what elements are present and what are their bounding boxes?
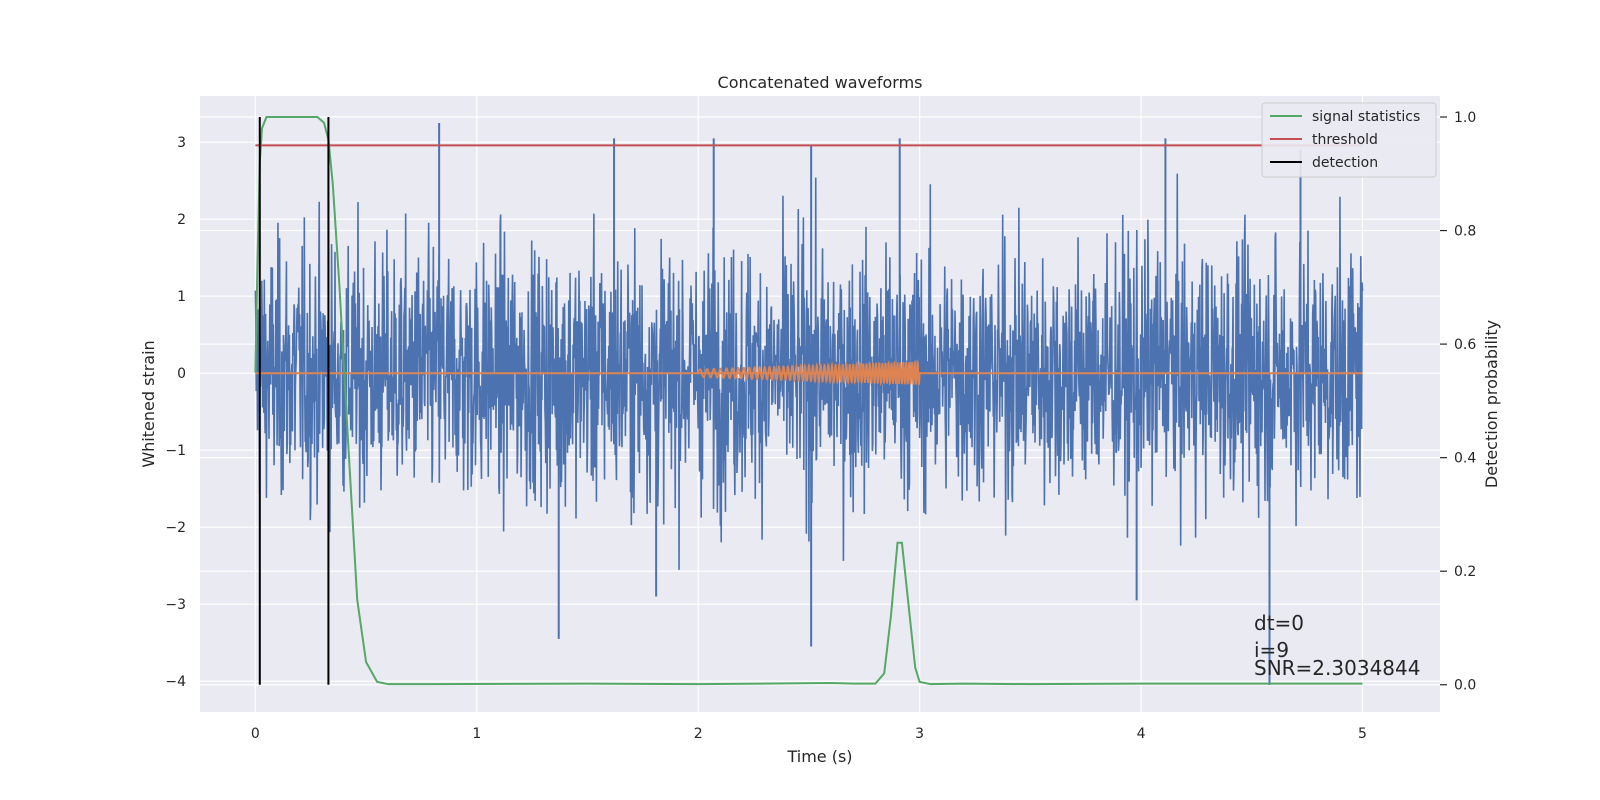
detection-series bbox=[258, 117, 330, 685]
y-right-tick-label-2: 0.4 bbox=[1454, 451, 1476, 467]
y-tick-label-0: −4 bbox=[165, 674, 186, 690]
x-axis-label: Time (s) bbox=[786, 747, 852, 766]
x-tick-label-4: 4 bbox=[1137, 726, 1146, 742]
x-tick-label-5: 5 bbox=[1358, 726, 1367, 742]
legend-label-signal-statistics: signal statistics bbox=[1312, 109, 1420, 125]
injected-signal bbox=[255, 359, 1363, 387]
y-tick-label-5: 1 bbox=[177, 289, 186, 305]
y-tick-label-6: 2 bbox=[177, 212, 186, 228]
legend-label-detection: detection bbox=[1312, 155, 1378, 171]
legend-label-threshold: threshold bbox=[1312, 132, 1378, 148]
y-axis-right: 0.0 0.2 0.4 0.6 0.8 1.0 bbox=[1440, 110, 1476, 694]
y-right-tick-label-3: 0.6 bbox=[1454, 337, 1476, 353]
signal-statistics-series bbox=[254, 116, 1363, 686]
x-axis: 0 1 2 3 4 5 bbox=[251, 726, 1367, 742]
noise-series bbox=[254, 122, 1364, 686]
y-tick-label-1: −3 bbox=[165, 597, 186, 613]
y-axis-label: Whitened strain bbox=[139, 340, 158, 467]
chart-title: Concatenated waveforms bbox=[718, 73, 923, 92]
y-tick-label-4: 0 bbox=[177, 366, 186, 382]
y-tick-label-2: −2 bbox=[165, 520, 186, 536]
legend: signal statistics threshold detection bbox=[1261, 102, 1437, 178]
injected-chirp bbox=[697, 359, 921, 387]
signal-statistics-line bbox=[254, 116, 1363, 686]
x-tick-label-0: 0 bbox=[251, 726, 260, 742]
y-right-tick-label-4: 0.8 bbox=[1454, 224, 1476, 240]
y-right-tick-label-1: 0.2 bbox=[1454, 564, 1476, 580]
x-tick-label-1: 1 bbox=[472, 726, 481, 742]
legend-box bbox=[1261, 102, 1437, 178]
annotation-i: i=9 bbox=[1254, 638, 1289, 662]
y-axis-left: −4 −3 −2 −1 0 1 2 3 bbox=[165, 135, 186, 690]
x-tick-label-2: 2 bbox=[694, 726, 703, 742]
x-tick-label-3: 3 bbox=[915, 726, 924, 742]
y-axis-right-label: Detection probability bbox=[1482, 320, 1501, 488]
annotation-snr: SNR=2.3034844 bbox=[1254, 656, 1420, 680]
annotation-dt: dt=0 bbox=[1254, 611, 1304, 635]
y-right-tick-label-5: 1.0 bbox=[1454, 110, 1476, 126]
y-tick-label-3: −1 bbox=[165, 443, 186, 459]
y-right-tick-label-0: 0.0 bbox=[1454, 678, 1476, 694]
y-tick-label-7: 3 bbox=[177, 135, 186, 151]
